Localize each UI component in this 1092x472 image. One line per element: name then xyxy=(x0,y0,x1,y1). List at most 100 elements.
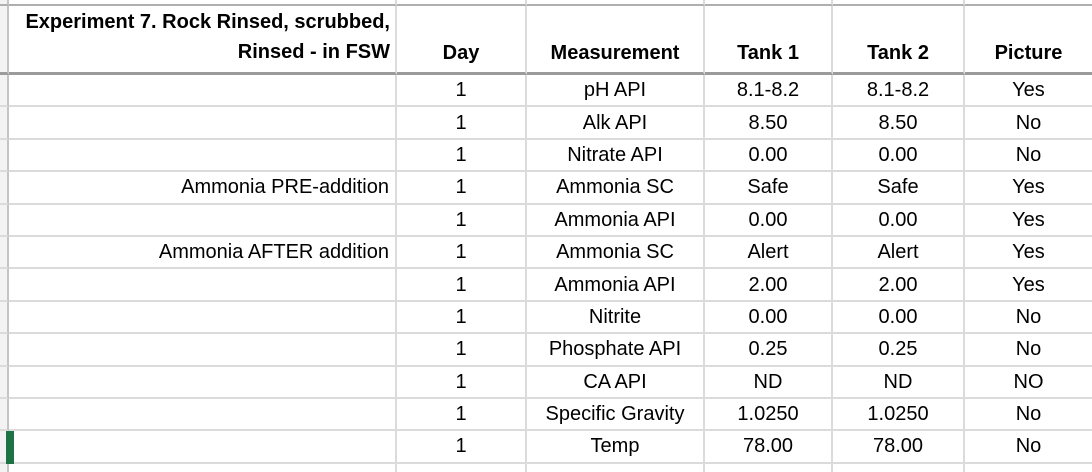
tank2-cell[interactable]: 1.0250 xyxy=(833,398,965,432)
picture-cell[interactable]: No xyxy=(965,399,1092,432)
picture-cell[interactable]: No xyxy=(965,107,1092,140)
tank1-cell[interactable]: 0.00 xyxy=(705,204,833,237)
measurement-cell[interactable]: Nitrite xyxy=(527,301,705,335)
day-cell[interactable]: 1 xyxy=(397,236,527,270)
day-cell[interactable]: 1 xyxy=(397,269,527,302)
tank2-cell[interactable]: 8.1-8.2 xyxy=(833,75,965,108)
picture-cell[interactable]: NO xyxy=(965,367,1092,399)
sliver-cell xyxy=(833,0,965,6)
day-cell[interactable]: 1 xyxy=(397,107,527,140)
row-label-cell[interactable] xyxy=(9,107,397,140)
margin-strip-cell xyxy=(0,366,9,399)
measurement-cell[interactable]: Phosphate API xyxy=(527,334,705,367)
day-cell[interactable]: 1 xyxy=(397,301,527,335)
tank2-cell[interactable]: 0.00 xyxy=(833,139,965,173)
margin-strip-cell xyxy=(0,269,9,302)
sliver-cell xyxy=(397,0,527,6)
table-title-line1: Experiment 7. Rock Rinsed, scrubbed, xyxy=(25,11,390,33)
measurement-cell[interactable]: Ammonia SC xyxy=(527,236,705,270)
measurement-cell[interactable]: pH API xyxy=(527,75,705,108)
day-cell[interactable]: 1 xyxy=(397,431,527,464)
picture-cell[interactable]: Yes xyxy=(965,237,1092,270)
sliver-cell xyxy=(965,0,1092,6)
picture-cell[interactable]: No xyxy=(965,302,1092,335)
measurement-cell[interactable]: Nitrate API xyxy=(527,139,705,173)
partial-cell xyxy=(9,463,397,472)
margin-strip-cell xyxy=(0,398,9,432)
day-cell[interactable]: 1 xyxy=(397,75,527,108)
row-label-cell[interactable] xyxy=(9,269,397,302)
row-label-cell[interactable] xyxy=(9,301,397,335)
day-cell[interactable]: 1 xyxy=(397,334,527,367)
margin-strip-cell xyxy=(0,334,9,367)
row-label-cell[interactable] xyxy=(9,366,397,399)
tank2-cell[interactable]: 0.00 xyxy=(833,204,965,237)
measurement-cell[interactable]: Alk API xyxy=(527,107,705,140)
tank1-cell[interactable]: 8.1-8.2 xyxy=(705,75,833,108)
tank1-cell[interactable]: 2.00 xyxy=(705,269,833,302)
picture-cell[interactable]: No xyxy=(965,334,1092,367)
picture-cell[interactable]: Yes xyxy=(965,172,1092,205)
sliver-cell xyxy=(705,0,833,6)
tank2-cell[interactable]: ND xyxy=(833,366,965,399)
row-label-cell[interactable]: Ammonia PRE-addition xyxy=(9,172,397,205)
col-header-tank2[interactable]: Tank 2 xyxy=(833,6,965,75)
row-label-cell[interactable] xyxy=(9,204,397,237)
tank1-cell[interactable]: 0.00 xyxy=(705,301,833,335)
tank1-cell[interactable]: 8.50 xyxy=(705,107,833,140)
tank1-cell[interactable]: 1.0250 xyxy=(705,398,833,432)
picture-cell[interactable]: Yes xyxy=(965,205,1092,237)
tank1-cell[interactable]: 0.00 xyxy=(705,139,833,173)
tank2-cell[interactable]: 8.50 xyxy=(833,107,965,140)
table-title[interactable]: Experiment 7. Rock Rinsed, scrubbed, Rin… xyxy=(9,6,397,75)
picture-cell[interactable]: No xyxy=(965,140,1092,173)
margin-strip-cell xyxy=(0,75,9,108)
margin-strip-partial xyxy=(0,463,9,472)
tank1-cell[interactable]: 78.00 xyxy=(705,431,833,464)
row-label-cell[interactable] xyxy=(9,398,397,432)
tank2-cell[interactable]: 0.25 xyxy=(833,334,965,367)
picture-cell[interactable]: Yes xyxy=(965,75,1092,108)
margin-strip-header xyxy=(0,6,9,75)
tank1-cell[interactable]: ND xyxy=(705,366,833,399)
margin-strip-sliver xyxy=(0,0,9,6)
margin-strip-cell xyxy=(0,236,9,270)
sliver-cell xyxy=(9,0,397,6)
tank2-cell[interactable]: Alert xyxy=(833,236,965,270)
col-header-picture[interactable]: Picture xyxy=(965,6,1092,75)
table-title-line2: Rinsed - in FSW xyxy=(237,41,390,63)
sliver-cell xyxy=(527,0,705,6)
margin-strip-cell xyxy=(0,172,9,205)
partial-cell xyxy=(527,463,705,472)
measurement-cell[interactable]: CA API xyxy=(527,366,705,399)
picture-cell[interactable]: No xyxy=(965,431,1092,464)
row-label-cell[interactable] xyxy=(9,431,397,464)
tank1-cell[interactable]: Alert xyxy=(705,236,833,270)
tank2-cell[interactable]: 0.00 xyxy=(833,301,965,335)
day-cell[interactable]: 1 xyxy=(397,398,527,432)
row-label-cell[interactable] xyxy=(9,139,397,173)
tank2-cell[interactable]: 2.00 xyxy=(833,269,965,302)
day-cell[interactable]: 1 xyxy=(397,366,527,399)
measurement-cell[interactable]: Temp xyxy=(527,431,705,464)
margin-strip-cell xyxy=(0,107,9,140)
measurement-cell[interactable]: Ammonia SC xyxy=(527,172,705,205)
measurement-cell[interactable]: Ammonia API xyxy=(527,269,705,302)
picture-cell[interactable]: Yes xyxy=(965,269,1092,302)
row-label-cell[interactable] xyxy=(9,75,397,108)
tank2-cell[interactable]: Safe xyxy=(833,172,965,205)
measurement-cell[interactable]: Specific Gravity xyxy=(527,398,705,432)
day-cell[interactable]: 1 xyxy=(397,204,527,237)
tank2-cell[interactable]: 78.00 xyxy=(833,431,965,464)
col-header-tank1[interactable]: Tank 1 xyxy=(705,6,833,75)
tank1-cell[interactable]: Safe xyxy=(705,172,833,205)
row-label-cell[interactable] xyxy=(9,334,397,367)
col-header-measurement[interactable]: Measurement xyxy=(527,6,705,75)
col-header-day[interactable]: Day xyxy=(397,6,527,75)
tank1-cell[interactable]: 0.25 xyxy=(705,334,833,367)
day-cell[interactable]: 1 xyxy=(397,172,527,205)
row-label-cell[interactable]: Ammonia AFTER addition xyxy=(9,236,397,270)
measurement-cell[interactable]: Ammonia API xyxy=(527,204,705,237)
day-cell[interactable]: 1 xyxy=(397,139,527,173)
